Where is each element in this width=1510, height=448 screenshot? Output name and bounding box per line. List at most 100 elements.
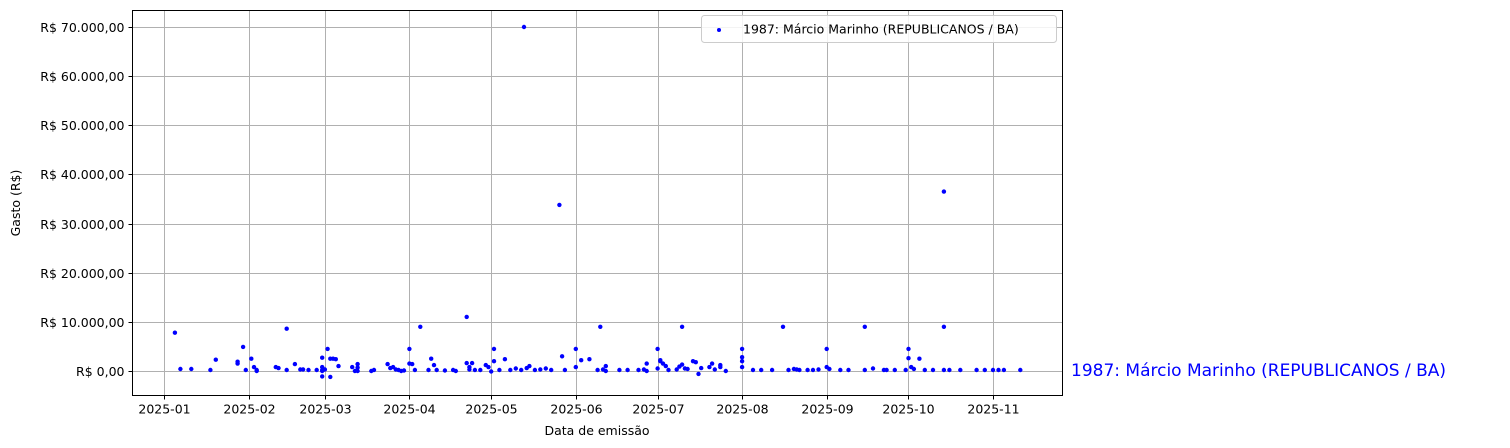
y-tick-label: R$ 60.000,00 [40, 69, 124, 84]
data-point [679, 362, 685, 367]
x-tick-label: 2025-01 [138, 402, 190, 417]
data-point [385, 361, 390, 367]
data-point [418, 324, 423, 329]
data-point [930, 367, 936, 373]
data-point [739, 355, 745, 360]
data-point [573, 364, 578, 370]
data-point [573, 346, 578, 352]
data-point [718, 364, 723, 370]
legend-label: 1987: Márcio Marinho (REPUBLICANOS / BA) [743, 22, 1019, 37]
data-point [655, 366, 660, 371]
data-point [644, 368, 649, 374]
data-point [549, 367, 554, 373]
data-point [797, 367, 802, 373]
data-point [249, 356, 254, 361]
data-point [579, 358, 584, 363]
data-point [846, 367, 851, 373]
data-point [941, 189, 947, 194]
data-point [636, 367, 641, 373]
data-point [769, 367, 775, 373]
data-point [658, 358, 663, 363]
data-point [911, 366, 917, 372]
data-point [974, 367, 979, 373]
data-point [497, 367, 502, 373]
data-point [750, 367, 756, 373]
y-axis-ticks: R$ 0,00 R$ 10.000,00 R$ 20.000,00 R$ 30.000… [40, 20, 133, 379]
data-point [371, 367, 377, 373]
x-axis-ticks: 2025-01 2025-02 2025-03 2025-04 2025-05 2025-… [138, 395, 1020, 417]
data-point [538, 367, 543, 372]
x-axis-label: Data de emissão [544, 423, 649, 438]
data-point [453, 368, 458, 374]
data-point [674, 367, 679, 372]
data-point [644, 361, 649, 366]
data-point [521, 24, 527, 30]
data-point [996, 367, 1001, 373]
data-point [838, 367, 843, 373]
data-point [464, 314, 469, 320]
data-point [426, 367, 431, 373]
data-point [696, 371, 701, 377]
data-point [491, 346, 497, 352]
data-point [254, 368, 259, 374]
data-point [990, 367, 996, 373]
data-point [906, 346, 911, 352]
data-point [336, 363, 341, 369]
x-tick-label: 2025-08 [716, 402, 768, 417]
data-point [489, 369, 494, 374]
data-point [562, 367, 568, 373]
data-point [870, 366, 876, 371]
data-point [491, 359, 497, 364]
data-point [824, 346, 829, 352]
data-point [478, 367, 483, 373]
data-point [709, 361, 715, 366]
data-point [595, 367, 600, 373]
data-point [442, 368, 448, 373]
x-tick-label: 2025-09 [801, 402, 853, 417]
data-point [958, 367, 963, 373]
data-point [519, 367, 524, 373]
data-point [189, 366, 194, 372]
data-point [892, 367, 897, 373]
data-point [527, 363, 532, 369]
data-point [780, 324, 786, 329]
data-point [941, 367, 947, 373]
data-point [598, 324, 603, 329]
data-point [827, 366, 832, 372]
data-point [862, 367, 867, 373]
data-point [655, 346, 660, 352]
data-point [805, 367, 810, 373]
data-point [284, 367, 289, 373]
data-point [786, 367, 791, 373]
data-point [407, 346, 412, 352]
data-point [320, 355, 325, 360]
data-point [320, 374, 325, 379]
data-point [276, 365, 281, 371]
y-tick-label: R$ 20.000,00 [40, 266, 124, 281]
data-point [355, 368, 360, 374]
data-point [469, 360, 475, 366]
series-annotation: 1987: Márcio Marinho (REPUBLICANOS / BA) [1071, 361, 1446, 381]
legend-box [701, 15, 1057, 43]
data-point [464, 360, 469, 366]
data-point [906, 356, 911, 361]
data-point [412, 367, 418, 373]
data-point [300, 367, 306, 372]
data-point [862, 324, 867, 329]
data-point [472, 367, 478, 373]
legend: 1987: Márcio Marinho (REPUBLICANOS / BA) [701, 15, 1057, 43]
data-point [603, 368, 608, 374]
x-tick-label: 2025-10 [882, 402, 934, 417]
y-tick-label: R$ 40.000,00 [40, 167, 124, 182]
data-point [941, 324, 947, 329]
data-point [810, 367, 816, 373]
data-point [685, 366, 690, 372]
data-point [712, 367, 717, 372]
legend-marker-icon [717, 28, 721, 32]
plot-frame [132, 10, 1063, 396]
data-point [508, 367, 513, 373]
x-tick-label: 2025-11 [967, 402, 1019, 417]
data-point [355, 361, 360, 367]
data-point [739, 359, 745, 364]
